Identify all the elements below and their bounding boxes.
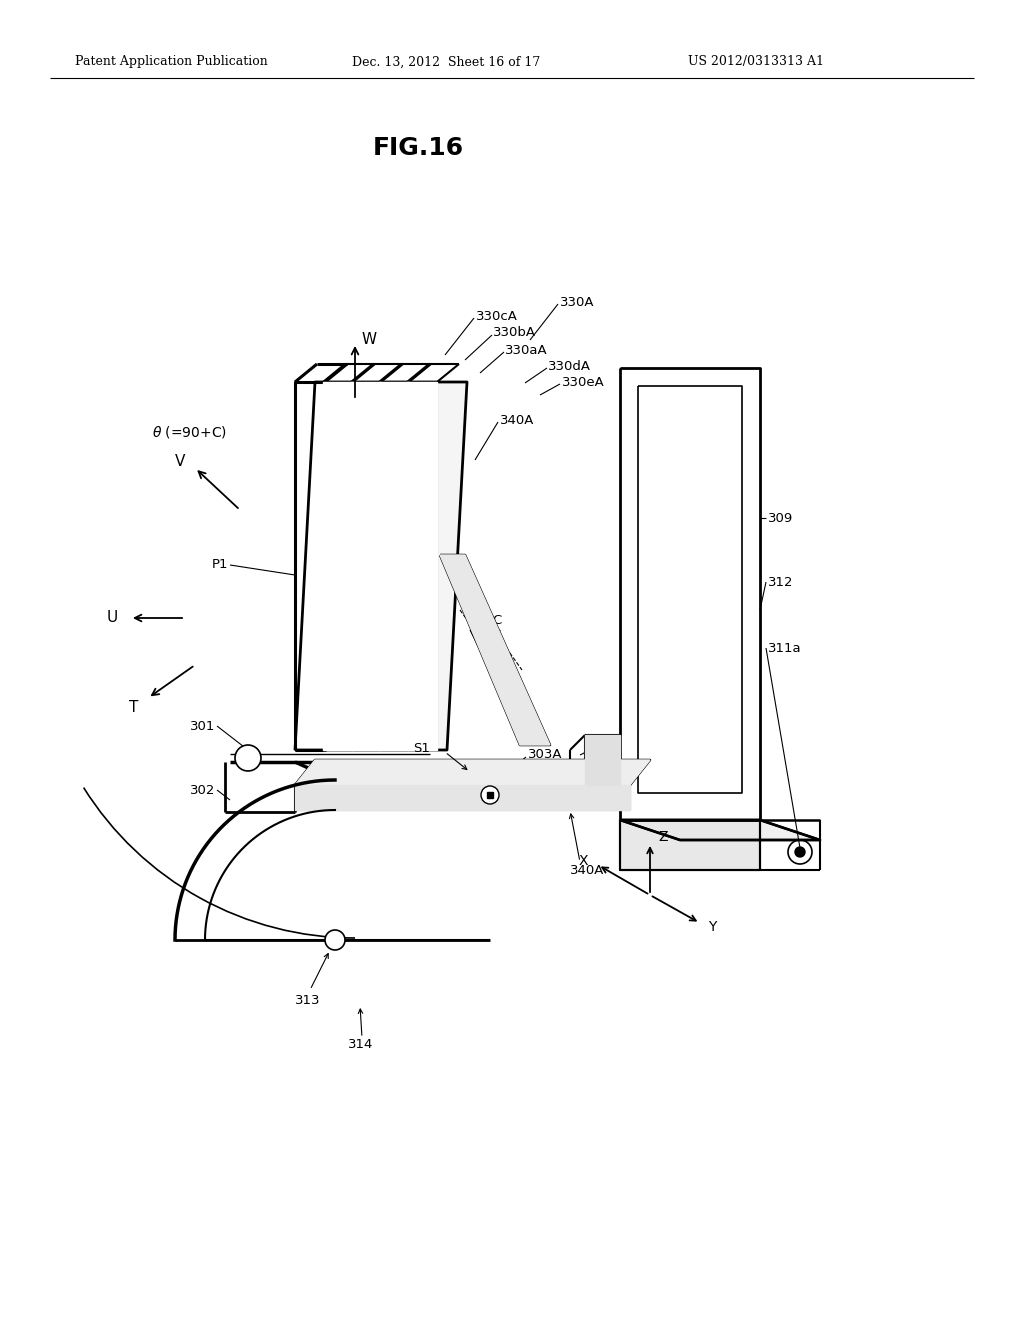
Text: Dec. 13, 2012  Sheet 16 of 17: Dec. 13, 2012 Sheet 16 of 17 [352,55,541,69]
Polygon shape [295,381,467,750]
Circle shape [795,847,805,857]
Text: W: W [362,333,377,347]
Text: 330dA: 330dA [548,359,591,372]
Text: 312: 312 [768,576,794,589]
Polygon shape [407,381,437,750]
Circle shape [325,931,345,950]
Text: 309: 309 [768,511,794,524]
Text: 304: 304 [592,742,617,755]
Circle shape [788,840,812,865]
Text: Patent Application Publication: Patent Application Publication [75,55,267,69]
Text: $\theta$ (=90+C): $\theta$ (=90+C) [152,424,227,440]
Polygon shape [323,381,353,750]
Polygon shape [440,554,550,744]
Text: C: C [492,614,502,627]
Polygon shape [295,381,325,750]
Text: V: V [175,454,185,470]
Text: U: U [106,610,118,626]
Text: 314: 314 [348,1039,374,1052]
Text: P1: P1 [212,558,228,572]
Polygon shape [295,760,650,785]
Text: FIG.16: FIG.16 [373,136,464,160]
Polygon shape [379,381,409,750]
Polygon shape [295,785,630,810]
Polygon shape [585,735,620,785]
Text: 330A: 330A [560,296,595,309]
Polygon shape [620,820,820,840]
Circle shape [481,785,499,804]
Circle shape [234,744,261,771]
Text: 330cA: 330cA [476,309,518,322]
Text: 330eA: 330eA [562,375,605,388]
Polygon shape [620,368,760,820]
Text: S1: S1 [413,742,430,755]
Text: 301: 301 [189,719,215,733]
Text: Y: Y [708,920,717,935]
Text: X: X [579,854,588,869]
Text: Z: Z [658,830,668,843]
Text: T: T [129,701,138,715]
Text: 313: 313 [295,994,321,1006]
Text: 303A: 303A [528,748,562,762]
Text: 330bA: 330bA [493,326,536,339]
Text: 340A: 340A [570,863,604,876]
Polygon shape [620,820,760,870]
Text: US 2012/0313313 A1: US 2012/0313313 A1 [688,55,824,69]
Text: 311a: 311a [768,642,802,655]
Text: 340A: 340A [500,413,535,426]
Text: 330aA: 330aA [505,343,548,356]
Text: 302: 302 [189,784,215,796]
Polygon shape [351,381,381,750]
